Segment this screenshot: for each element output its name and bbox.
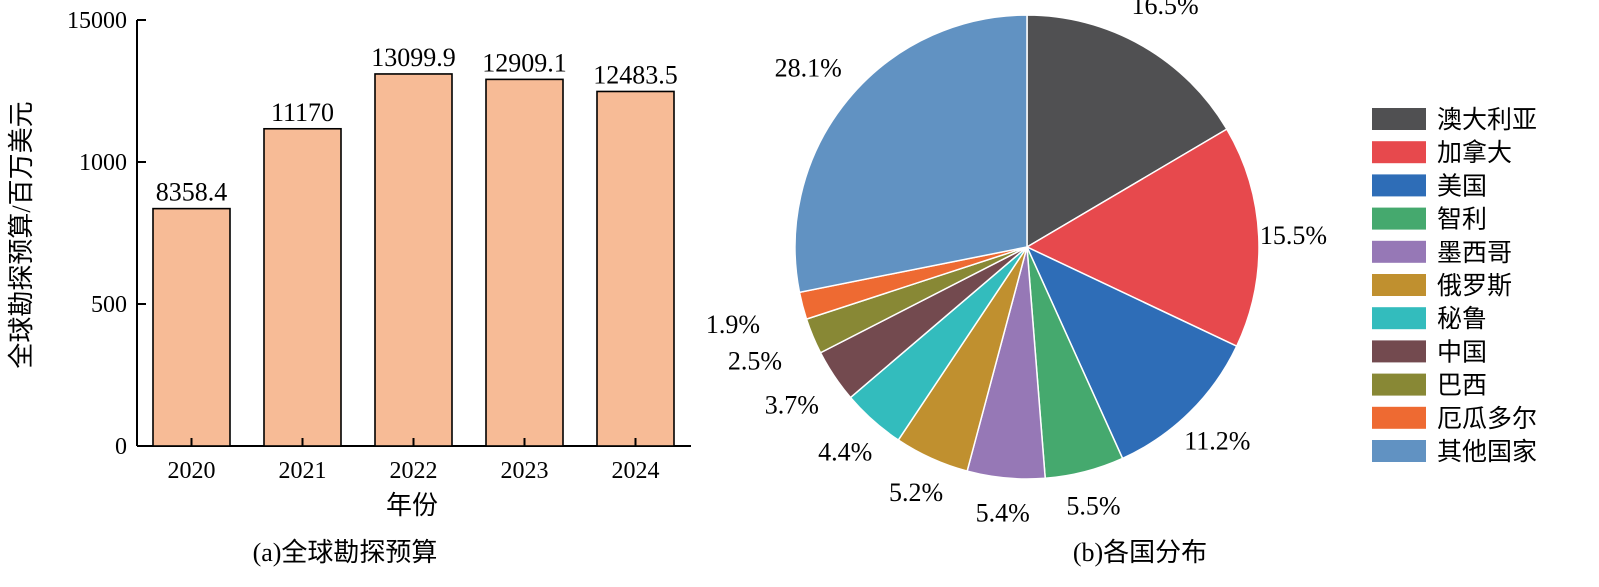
pie-slice — [1026, 14, 1228, 249]
pie-value-label: 3.7% — [765, 390, 819, 419]
legend-swatch — [1372, 174, 1426, 197]
y-tick-label: 500 — [91, 292, 127, 318]
legend-swatch — [1372, 274, 1426, 296]
legend-swatch — [1372, 440, 1426, 462]
pie-value-label: 5.4% — [976, 499, 1030, 528]
bar-value-label: 11170 — [271, 98, 334, 127]
pie-value-label: 28.1% — [775, 54, 842, 83]
x-tick-label: 2020 — [168, 458, 216, 484]
pie-value-label: 15.5% — [1260, 221, 1327, 250]
legend-item-label: 智利 — [1437, 206, 1487, 234]
bar — [374, 73, 453, 447]
y-tick-label: 15000 — [67, 8, 127, 34]
pie-chart: 16.5% 15.5% 11.2% 5.5% 5.4% 5.2% 4.4% 3.7% 2.5% 1… — [706, 0, 1537, 567]
pie-slice — [1025, 245, 1238, 460]
bar — [152, 207, 231, 447]
x-tick-label: 2022 — [390, 458, 438, 484]
pie-value-label: 5.2% — [889, 478, 943, 507]
legend-item-label: 其他国家 — [1437, 438, 1537, 466]
legend-swatch — [1372, 207, 1426, 230]
bar-value-label: 13099.9 — [371, 43, 456, 72]
y-tick-label: 1000 — [79, 150, 127, 176]
bar-chart: 0 500 1000 15000 8358.4 11170 13099.9 12909.1 1… — [7, 8, 691, 567]
legend-swatch — [1372, 340, 1426, 363]
legend-swatch — [1372, 373, 1426, 396]
bar — [485, 78, 564, 447]
legend-swatch — [1372, 307, 1426, 330]
bar-value-label: 12909.1 — [482, 48, 567, 77]
pie-value-label: 1.9% — [706, 310, 760, 339]
pie-value-label: 11.2% — [1184, 427, 1250, 456]
pie-slice — [1025, 128, 1260, 348]
pie-value-label: 16.5% — [1132, 0, 1199, 20]
legend-swatch — [1372, 108, 1426, 130]
x-tick-label: 2021 — [279, 458, 327, 484]
pie-slice — [794, 14, 1028, 294]
x-axis-label: 年份 — [386, 491, 438, 520]
x-tick-label: 2023 — [501, 458, 549, 484]
legend-item-label: 加拿大 — [1437, 139, 1512, 167]
bar — [596, 90, 675, 447]
x-tick-label: 2024 — [612, 458, 660, 484]
legend-item-label: 巴西 — [1437, 373, 1487, 400]
bar-value-label: 8358.4 — [156, 178, 228, 207]
legend-swatch — [1372, 406, 1426, 429]
legend-item-label: 中国 — [1437, 338, 1487, 366]
legend-swatch — [1372, 240, 1426, 263]
legend-item-label: 厄瓜多尔 — [1437, 405, 1537, 433]
legend-item-label: 墨西哥 — [1437, 240, 1512, 267]
pie-value-label: 4.4% — [818, 438, 872, 467]
legend-item-label: 澳大利亚 — [1437, 106, 1537, 134]
bar — [263, 127, 342, 447]
pie-value-label: 5.5% — [1066, 491, 1120, 520]
bar-chart-caption: (a)全球勘探预算 — [253, 538, 438, 567]
y-tick-label: 0 — [115, 434, 127, 460]
legend-item-label: 俄罗斯 — [1437, 272, 1512, 300]
bar-value-label: 12483.5 — [593, 60, 678, 89]
pie-value-label: 2.5% — [728, 346, 782, 375]
legend-item-label: 美国 — [1437, 172, 1487, 200]
pie-chart-caption: (b)各国分布 — [1073, 538, 1207, 567]
legend-swatch — [1372, 141, 1426, 164]
y-axis-label: 全球勘探预算/百万美元 — [7, 101, 36, 368]
legend-item-label: 秘鲁 — [1437, 305, 1487, 333]
